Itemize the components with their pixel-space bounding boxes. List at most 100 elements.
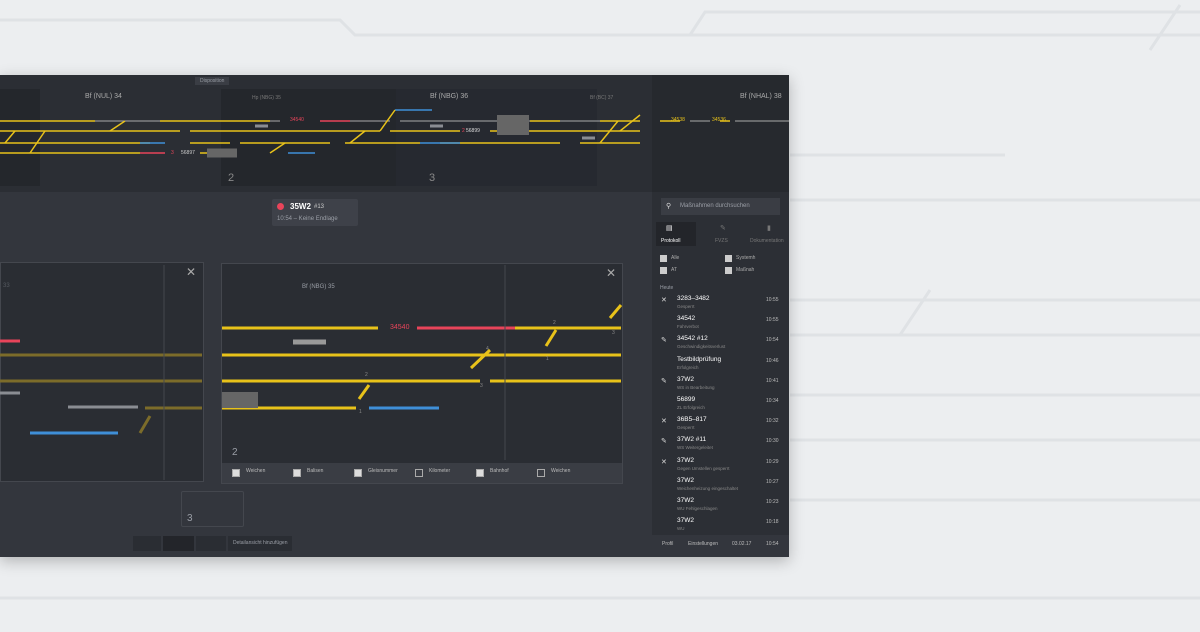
checkbox[interactable] xyxy=(537,469,545,477)
filter-label: Weichen xyxy=(551,468,571,474)
entry-time: 10:30 xyxy=(766,438,779,445)
checkbox[interactable] xyxy=(725,255,732,262)
entry-subtitle: WS Weitergeleitet xyxy=(677,445,713,451)
block xyxy=(255,124,595,140)
filter-label: Kilometer xyxy=(429,468,451,474)
layout-button[interactable] xyxy=(163,536,194,551)
bg-line xyxy=(790,393,1200,502)
alert-icon xyxy=(277,203,284,210)
entry-icon: ✎ xyxy=(661,377,667,385)
tab-icon[interactable]: ✎ xyxy=(720,225,726,232)
train-number: 34538 xyxy=(671,117,685,123)
tab-label[interactable]: FVZS xyxy=(715,238,728,244)
switch-label: 4 xyxy=(486,346,489,352)
entry-time: 10:23 xyxy=(766,499,779,505)
filter-label: Weichen xyxy=(246,468,266,474)
entry-title[interactable]: 37W2 xyxy=(677,476,694,484)
tag: Disposition xyxy=(195,77,230,85)
entry-time: 10:27 xyxy=(766,478,779,485)
entry-icon: ✕ xyxy=(661,418,667,426)
checkbox[interactable] xyxy=(476,469,484,477)
train-number: 34540 xyxy=(390,324,410,331)
close-button[interactable]: ✕ xyxy=(606,266,617,280)
entry-subtitle: ZL Erfolgreich xyxy=(677,405,705,410)
panel-number: 2 xyxy=(232,447,238,458)
entry-title[interactable]: Testbildprüfung xyxy=(677,355,722,363)
alert-id: 35W2 xyxy=(290,202,311,211)
footer-item[interactable]: Profil xyxy=(662,541,674,547)
bg-line xyxy=(688,10,1200,36)
entry-title[interactable]: 37W2 #11 xyxy=(677,436,707,444)
train-number: 56897 xyxy=(181,150,195,156)
station-label: Bf (NHAL) 38 xyxy=(740,93,782,100)
checkbox[interactable] xyxy=(415,469,423,477)
entry-title[interactable]: 34542 xyxy=(677,315,696,323)
switch-label: 2 xyxy=(365,372,368,378)
entry-title[interactable]: 56899 xyxy=(677,396,696,403)
entry-subtitle: Gegen Umstellen gesperrt xyxy=(677,465,730,471)
station-label: Bf (BC) 37 xyxy=(590,95,614,101)
layout-button[interactable] xyxy=(196,536,226,551)
detail-panel: Bf (NBG) 35 2 ✕ Weichen Balisen Gleisnumme… xyxy=(221,263,623,484)
train-number: 56899 xyxy=(466,128,480,134)
detail-slot[interactable]: 3 xyxy=(181,491,244,527)
filter-label: Bahnhof xyxy=(490,468,509,474)
search-box[interactable]: ⚲ Maßnahmen durchsuchen xyxy=(661,198,780,215)
entry-title[interactable]: 37W2 xyxy=(677,517,694,525)
entry-title[interactable]: 34542 #12 xyxy=(677,335,708,343)
entry-title[interactable]: 36B5–817 xyxy=(677,416,707,424)
switch-label: 3 xyxy=(612,330,615,336)
entry-time: 10:32 xyxy=(766,418,779,425)
entry-subtitle: Weichenheizung eingeschaltet xyxy=(677,485,738,491)
bg-line xyxy=(0,18,1200,37)
switch-label: 2 xyxy=(553,320,556,326)
overview-area xyxy=(0,89,40,186)
entry-title[interactable]: 3283–3482 xyxy=(677,295,710,302)
station-label: Bf (NUL) 34 xyxy=(85,93,122,100)
checkbox[interactable] xyxy=(354,469,362,477)
tab-icon[interactable]: ▤ xyxy=(666,225,673,232)
tab-label[interactable]: Dokumentation xyxy=(750,238,784,244)
entry-title[interactable]: 37W2 xyxy=(677,456,694,464)
footer-item: 03.02.17 xyxy=(732,541,752,547)
checkbox[interactable] xyxy=(660,267,667,274)
train-number: 34540 xyxy=(290,117,304,123)
entry-title[interactable]: 37W2 xyxy=(677,497,694,504)
filter-label: Maßnah xyxy=(736,267,755,273)
entry-subtitle: Geschwindigkeitsverlust xyxy=(677,344,726,350)
layout-button[interactable] xyxy=(133,536,161,551)
filter-label: AT xyxy=(671,267,678,273)
alert-count: #13 xyxy=(314,204,325,210)
entry-subtitle: Gesperrt xyxy=(677,304,695,309)
entry-time: 10:34 xyxy=(766,398,779,404)
checkbox[interactable] xyxy=(725,267,732,274)
entry-title[interactable]: 37W2 xyxy=(677,375,694,383)
entry-time: 10:55 xyxy=(766,317,779,324)
entry-subtitle: Erfolgreich xyxy=(677,364,699,370)
sidebar-footer xyxy=(652,535,789,557)
entry-time: 10:41 xyxy=(766,377,779,384)
entry-subtitle: WS in Bearbeitung xyxy=(677,384,715,390)
entry-icon: ✎ xyxy=(661,438,667,446)
checkbox[interactable] xyxy=(232,469,240,477)
switch-label: 3 xyxy=(480,383,483,389)
close-button[interactable]: ✕ xyxy=(186,265,197,279)
filter-label: Gleisnummer xyxy=(368,468,398,474)
tracks xyxy=(0,109,789,480)
tab-active xyxy=(656,222,696,246)
track xyxy=(222,326,621,410)
tab-label[interactable]: Protokoll xyxy=(661,238,681,244)
footer-item[interactable]: Einstellungen xyxy=(688,541,719,547)
entry-time: 10:29 xyxy=(766,458,779,465)
track xyxy=(357,304,623,400)
footer-item: 10:54 xyxy=(766,541,779,547)
checkbox[interactable] xyxy=(293,469,301,477)
checkbox[interactable] xyxy=(660,255,667,262)
entry-subtitle: WU xyxy=(677,526,685,532)
tab-icon[interactable]: ▮ xyxy=(767,225,771,232)
overview-right xyxy=(652,75,789,192)
add-view-button[interactable]: Detailansicht hinzufügen xyxy=(228,536,293,551)
search-icon: ⚲ xyxy=(666,203,672,210)
train-number: 3 xyxy=(171,150,174,156)
